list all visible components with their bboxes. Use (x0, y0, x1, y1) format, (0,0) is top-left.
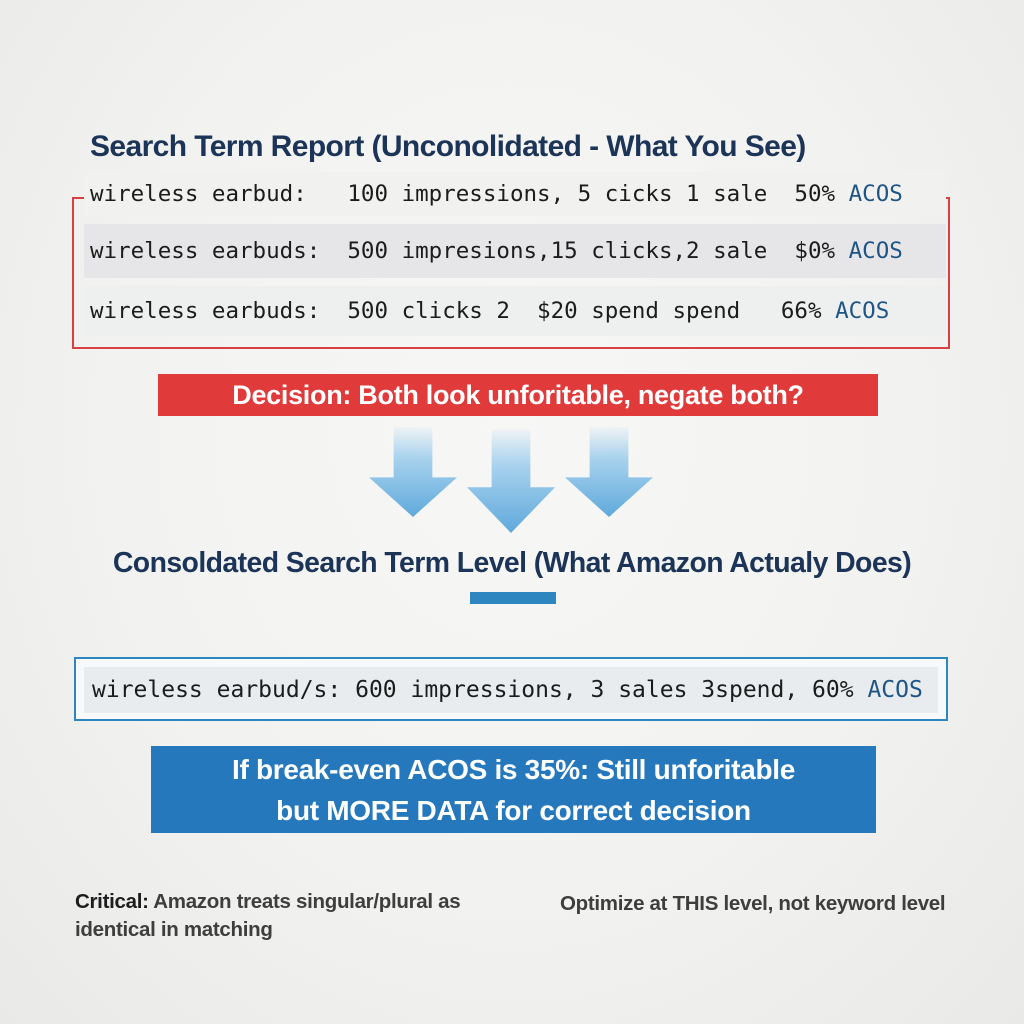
search-term: wireless earbuds: (90, 238, 321, 264)
search-term: wireless earbud: (90, 181, 307, 207)
title-underline-bar (470, 592, 556, 604)
result-banner-line2: but MORE DATA for correct decision (276, 795, 751, 826)
consolidated-title: Consoldated Search Term Level (What Amaz… (112, 547, 912, 579)
consolidated-box: wireless earbud/s: 600 impressions, 3 sa… (74, 657, 948, 721)
down-arrow-icon (565, 427, 653, 517)
search-term-row: wireless earbud: 100 impressions, 5 cick… (84, 172, 946, 216)
down-arrow-icon (467, 429, 555, 533)
acos-label: ACOS (848, 181, 903, 207)
optimize-note: Optimize at THIS level, not keyword leve… (560, 892, 946, 915)
acos-label: ACOS (848, 238, 903, 264)
search-term: wireless earbud/s: (92, 677, 342, 703)
term-stats: 500 clicks 2 $20 spend spend 66% (320, 298, 836, 324)
acos-label: ACOS (835, 298, 890, 324)
acos-label: ACOS (867, 677, 923, 703)
term-stats: 600 impressions, 3 sales 3spend, 60% (341, 677, 868, 703)
term-stats: 100 impressions, 5 cicks 1 sale 50% (306, 181, 849, 207)
term-stats: 500 impresions,15 clicks,2 sale $0% (320, 238, 849, 264)
result-banner: If break-even ACOS is 35%: Still unforit… (151, 746, 876, 833)
decision-banner: Decision: Both look unforitable, negate … (158, 374, 878, 416)
search-term: wireless earbuds: (90, 298, 321, 324)
search-term-row: wireless earbuds: 500 impresions,15 clic… (84, 224, 946, 278)
critical-note: Critical: Amazon treats singular/plural … (75, 888, 505, 944)
search-term-row: wireless earbuds: 500 clicks 2 $20 spend… (84, 286, 946, 336)
result-banner-line1: If break-even ACOS is 35%: Still unforit… (231, 754, 795, 785)
consolidated-term-row: wireless earbud/s: 600 impressions, 3 sa… (84, 667, 938, 713)
unconsolidated-title: Search Term Report (Unconolidated - What… (90, 130, 806, 163)
critical-label: Critical: (75, 890, 149, 913)
down-arrow-icon (369, 427, 457, 517)
critical-text: Amazon treats singular/plural as identic… (75, 890, 461, 941)
